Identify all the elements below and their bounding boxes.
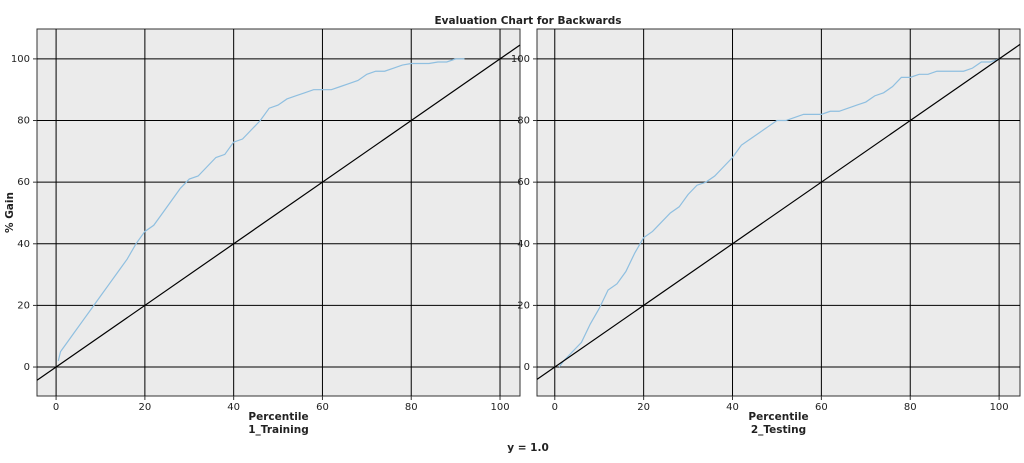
- footnote: y = 1.0: [507, 442, 549, 454]
- x-tick-label: 80: [904, 402, 917, 413]
- y-tick-label: 20: [17, 300, 30, 311]
- gain-line: [558, 58, 1000, 368]
- x-tick-label: 80: [405, 402, 418, 413]
- x-tick-label: 20: [139, 402, 152, 413]
- gain-line: [57, 58, 465, 362]
- y-tick-label: 60: [517, 177, 530, 188]
- y-tick-label: 0: [524, 362, 530, 373]
- y-axis-label: % Gain: [4, 192, 16, 233]
- y-tick-label: 100: [11, 54, 30, 65]
- y-tick-label: 40: [17, 239, 30, 250]
- y-tick-label: 60: [17, 177, 30, 188]
- x-tick-label: 20: [637, 402, 650, 413]
- panel-label: 2_Testing: [751, 424, 806, 436]
- y-tick-label: 40: [517, 239, 530, 250]
- x-tick-label: 60: [815, 402, 828, 413]
- y-tick-label: 20: [517, 300, 530, 311]
- panel-label: 1_Training: [248, 424, 309, 436]
- x-tick-label: 100: [990, 402, 1009, 413]
- x-tick-label: 0: [552, 402, 558, 413]
- x-tick-label: 40: [227, 402, 240, 413]
- y-tick-label: 80: [517, 116, 530, 127]
- x-axis-label: Percentile: [248, 411, 308, 423]
- x-tick-label: 0: [53, 402, 59, 413]
- x-tick-label: 100: [490, 402, 509, 413]
- gain-line: [536, 43, 1021, 380]
- gain-line: [36, 44, 521, 381]
- x-tick-label: 40: [726, 402, 739, 413]
- y-tick-label: 0: [24, 362, 30, 373]
- y-tick-label: 100: [511, 54, 530, 65]
- chart-title: Evaluation Chart for Backwards: [435, 15, 622, 27]
- x-tick-label: 60: [316, 402, 329, 413]
- x-axis-label: Percentile: [748, 411, 808, 423]
- y-tick-label: 80: [17, 116, 30, 127]
